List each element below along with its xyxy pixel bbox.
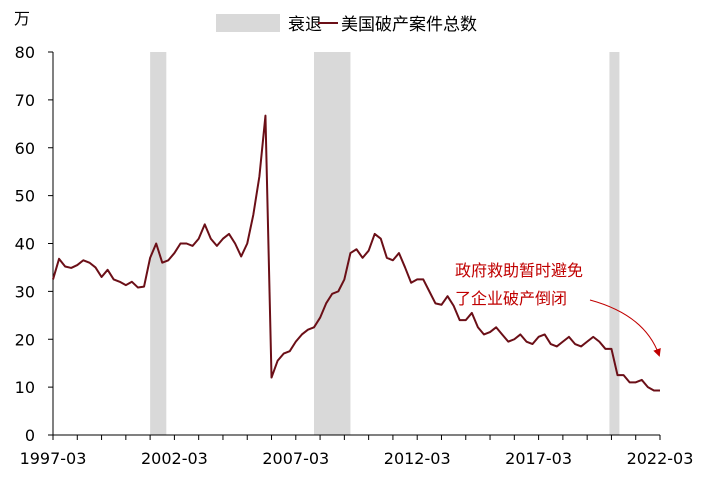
y-tick-label-30: 30	[15, 282, 35, 301]
annotation-arrow	[589, 299, 661, 357]
y-tick-label-0: 0	[25, 426, 35, 445]
x-tick-label-1997-03: 1997-03	[20, 449, 87, 468]
legend-recession-label: 衰退	[288, 15, 322, 35]
annotation-line-2: 了企业破产倒闭	[455, 289, 567, 308]
legend-recession-swatch	[216, 14, 280, 32]
recession-band-1	[150, 52, 167, 435]
x-tick-label-2017-03: 2017-03	[505, 449, 572, 468]
y-tick-label-50: 50	[15, 187, 35, 206]
x-tick-label-2002-03: 2002-03	[141, 449, 208, 468]
y-tick-label-20: 20	[15, 330, 35, 349]
y-tick-label-60: 60	[15, 139, 35, 158]
x-tick-label-2007-03: 2007-03	[262, 449, 329, 468]
x-tick-label-2022-03: 2022-03	[627, 449, 694, 468]
y-tick-label-80: 80	[15, 43, 35, 62]
series-layer	[52, 114, 660, 392]
annotation-line-1: 政府救助暂时避免	[455, 261, 583, 280]
y-unit-label: 万	[14, 9, 30, 28]
series-line-1	[52, 114, 660, 392]
recession-band-2	[314, 52, 351, 435]
legend-series-label: 美国破产案件总数	[341, 15, 477, 35]
recession-band-3	[609, 52, 620, 435]
y-tick-label-70: 70	[15, 91, 35, 110]
y-tick-label-40: 40	[15, 235, 35, 254]
y-tick-label-10: 10	[15, 378, 35, 397]
axes: 万 0 10 20 30 40 50 60 70 80 1997-03 2002-03 2007-03…	[14, 9, 693, 468]
x-tick-label-2012-03: 2012-03	[384, 449, 451, 468]
legend: 衰退 美国破产案件总数	[216, 14, 477, 35]
recession-bands	[150, 52, 620, 435]
annotation: 政府救助暂时避免 了企业破产倒闭	[455, 261, 661, 357]
